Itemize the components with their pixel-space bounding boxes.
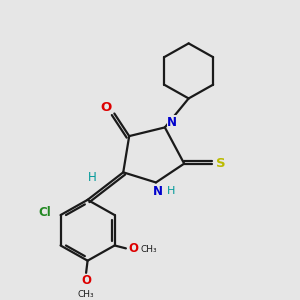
Text: H: H — [167, 186, 176, 196]
Text: H: H — [88, 171, 96, 184]
Text: S: S — [216, 157, 226, 169]
Text: N: N — [167, 116, 177, 129]
Text: O: O — [81, 274, 91, 287]
Text: CH₃: CH₃ — [141, 245, 158, 254]
Text: O: O — [100, 100, 112, 114]
Text: N: N — [153, 185, 163, 198]
Text: O: O — [129, 242, 139, 255]
Text: CH₃: CH₃ — [78, 290, 94, 299]
Text: Cl: Cl — [39, 206, 52, 219]
